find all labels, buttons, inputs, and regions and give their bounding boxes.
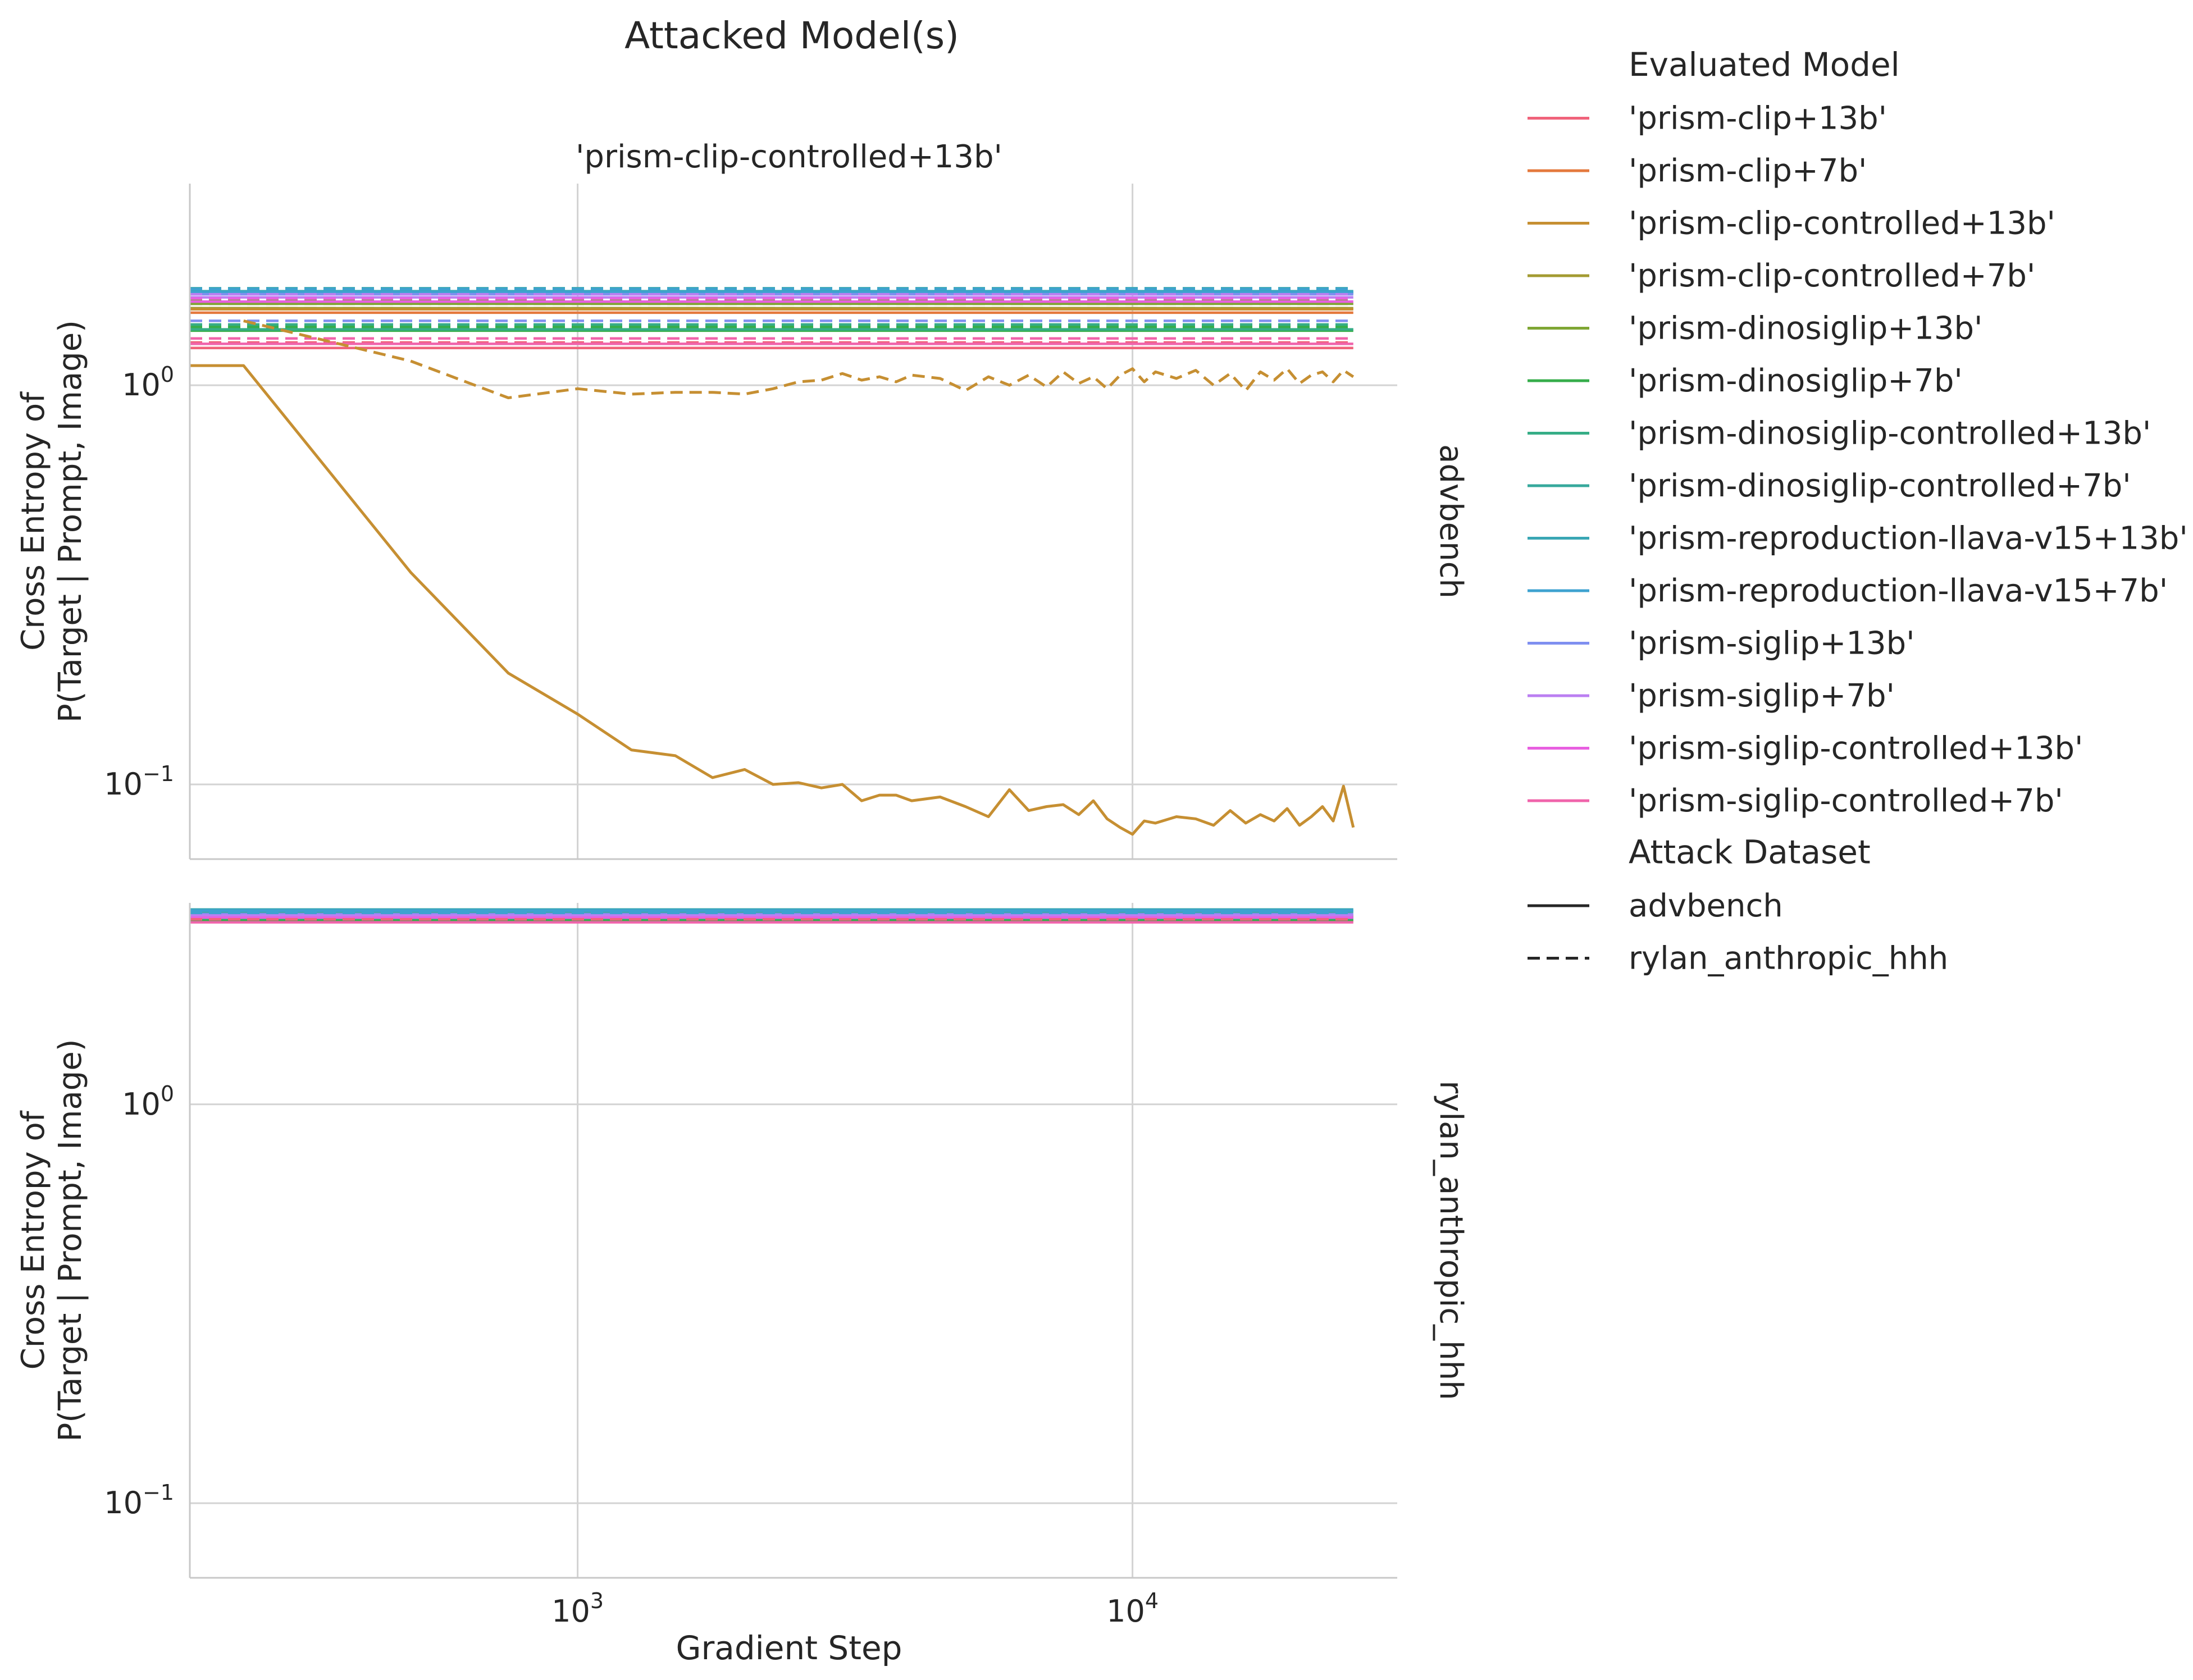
legend-entry: 'prism-clip+13b' <box>1629 101 1887 137</box>
row-label: advbench <box>1433 444 1469 599</box>
row-label: rylan_anthropic_hhh <box>1433 1080 1469 1400</box>
legend-entry: rylan_anthropic_hhh <box>1629 941 1948 977</box>
legend-entry: advbench <box>1629 888 1783 924</box>
x-tick-label: 104 <box>1106 1588 1159 1629</box>
legend-entry: 'prism-siglip+13b' <box>1629 626 1915 662</box>
legend-entry: 'prism-clip-controlled+7b' <box>1629 258 2035 294</box>
legend-title: Evaluated Model <box>1629 45 1900 84</box>
attacked-series-line <box>243 319 1355 399</box>
grid-layer <box>190 184 1397 1578</box>
y-tick-label: 10−1 <box>104 761 174 802</box>
legend-entry: 'prism-siglip+7b' <box>1629 678 1895 714</box>
axes-layer <box>189 184 1397 1579</box>
legend: Evaluated Model 'prism-clip+13b' 'prism-cl… <box>1528 45 2188 977</box>
legend-title: Attack Dataset <box>1629 833 1871 871</box>
y-tick-label: 100 <box>122 362 174 403</box>
attacked-series-line <box>190 364 1355 836</box>
legend-entry: 'prism-siglip-controlled+13b' <box>1629 731 2083 767</box>
legend-entry: 'prism-reproduction-llava-v15+7b' <box>1629 573 2168 609</box>
series-layer <box>190 287 1355 924</box>
legend-entry: 'prism-clip-controlled+13b' <box>1629 206 2055 242</box>
x-axis-label: Gradient Step <box>676 1629 902 1667</box>
legend-entry: 'prism-dinosiglip-controlled+13b' <box>1629 416 2151 452</box>
column-title: 'prism-clip-controlled+13b' <box>576 139 1002 175</box>
legend-entry: 'prism-reproduction-llava-v15+13b' <box>1629 521 2188 557</box>
legend-entry: 'prism-dinosiglip+7b' <box>1629 363 1963 399</box>
chart-suptitle: Attacked Model(s) <box>624 14 959 57</box>
x-tick-label: 103 <box>551 1588 604 1629</box>
y-tick-label: 100 <box>122 1081 174 1122</box>
y-axis-label: Cross Entropy ofP(Target | Prompt, Image… <box>15 320 89 723</box>
y-axis-label: Cross Entropy ofP(Target | Prompt, Image… <box>15 1039 89 1441</box>
legend-entry: 'prism-dinosiglip+13b' <box>1629 311 1982 347</box>
legend-entry: 'prism-dinosiglip-controlled+7b' <box>1629 468 2131 504</box>
legend-entry: 'prism-clip+7b' <box>1629 153 1867 189</box>
y-tick-label: 10−1 <box>104 1480 174 1521</box>
legend-entry: 'prism-siglip-controlled+7b' <box>1629 783 2063 819</box>
text-layer: Attacked Model(s) 'prism-clip-controlled… <box>15 14 1469 1667</box>
